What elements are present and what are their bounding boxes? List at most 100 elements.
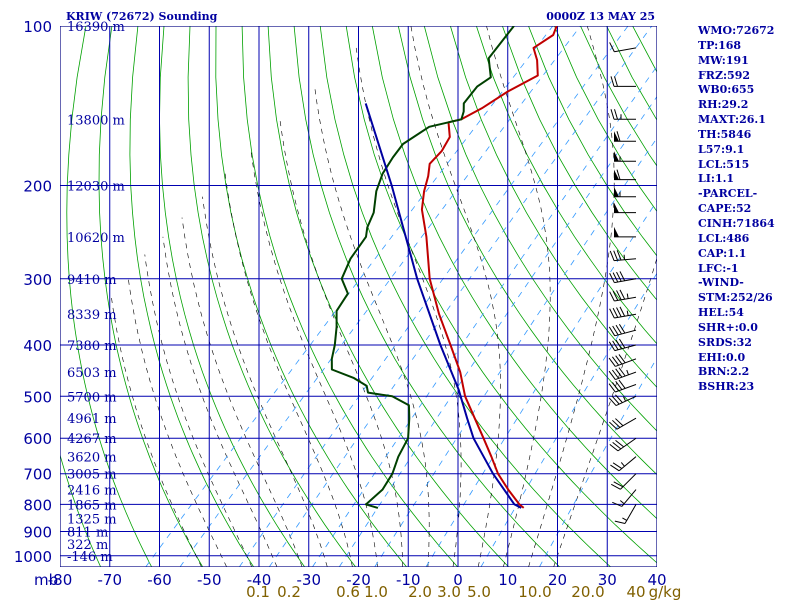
height-label: -146 m <box>67 550 113 565</box>
stat-item: LFC:-1 <box>698 261 739 275</box>
temperature-tick-label: -10 <box>396 571 421 589</box>
stat-item: STM:252/26 <box>698 291 773 305</box>
stat-item: MAXT:26.1 <box>698 113 766 127</box>
wind-barb <box>608 394 637 407</box>
pressure-tick-label: 1000 <box>14 548 52 566</box>
height-label: 811 m <box>67 526 108 541</box>
pressure-tick-label: 600 <box>23 430 52 448</box>
chart-title: KRIW (72672) Sounding <box>66 10 218 23</box>
mixing-ratio-label: 1.0 <box>364 583 388 600</box>
dry-adiabat-line <box>397 26 657 476</box>
temperature-tick-label: 40 <box>647 571 666 589</box>
moist-adiabat-line <box>355 47 462 567</box>
height-label: 5700 m <box>67 390 117 405</box>
moist-adiabat-line <box>202 196 328 567</box>
moist-adiabat-line <box>528 26 615 567</box>
pressure-tick-label: 300 <box>23 271 52 289</box>
height-label: 10620 m <box>67 231 125 246</box>
wind-barb <box>608 323 637 337</box>
stat-item: HEL:54 <box>698 306 744 320</box>
pressure-tick-label: 900 <box>23 524 52 542</box>
dry-adiabat-line <box>345 26 657 564</box>
dry-adiabat-line <box>528 26 657 257</box>
mixing-ratio-label: 2.0 <box>408 583 432 600</box>
height-label: 322 m <box>67 538 108 553</box>
wind-barb <box>614 151 636 162</box>
stat-item: SRDS:32 <box>698 335 752 349</box>
temperature-tick-label: 30 <box>598 571 617 589</box>
stat-item: RH:29.2 <box>698 98 749 112</box>
moist-adiabat-line <box>250 148 378 567</box>
stat-item: WB0:655 <box>698 83 755 97</box>
temperature-trace <box>420 26 558 509</box>
mixing-ratio-label: 20.0 <box>571 583 604 600</box>
wind-barb <box>609 42 637 53</box>
moist-adiabat-line <box>110 293 202 567</box>
wind-barb <box>608 354 637 367</box>
temperature-tick-label: -50 <box>197 571 222 589</box>
moist-adiabat-line <box>314 86 430 567</box>
sounding-traces <box>330 26 558 509</box>
temperature-tick-label: 0 <box>453 571 463 589</box>
mixing-ratio-line <box>179 26 581 567</box>
dry-adiabat-line <box>215 26 408 567</box>
height-label: 1325 m <box>67 512 117 527</box>
wind-barb <box>614 226 636 238</box>
stat-item: CAP:1.1 <box>698 246 747 260</box>
stat-item: BSHR:23 <box>698 380 755 394</box>
stat-item: MW:191 <box>698 53 749 67</box>
dry-adiabat-line <box>450 26 657 388</box>
dry-adiabat-line <box>267 26 509 567</box>
wind-barb <box>609 417 637 430</box>
dewpoint-trace <box>330 26 515 509</box>
mixing-ratio-label: 10.0 <box>518 583 551 600</box>
sounding-indices-panel: WMO:72672 TP:168 MW:191 FRZ:592 WB0:655 RH:29… <box>698 24 775 395</box>
wind-barb <box>610 456 637 472</box>
wind-barb <box>614 504 637 524</box>
height-label: 7380 m <box>67 339 117 354</box>
stat-item: CINH:71864 <box>698 216 775 230</box>
stat-item: BRN:2.2 <box>698 365 750 379</box>
wind-barb <box>608 338 637 352</box>
dry-adiabat-line <box>293 26 560 567</box>
wind-barb <box>609 250 637 262</box>
pressure-tick-label: 500 <box>23 388 52 406</box>
mixing-ratio-label: 40 <box>626 583 645 600</box>
dry-adiabat-line <box>60 26 102 567</box>
mixing-ratio-label: 3.0 <box>437 583 461 600</box>
height-label: 13800 m <box>67 113 125 128</box>
temperature-tick-label: -20 <box>346 571 371 589</box>
pressure-tick-label: 700 <box>23 466 52 484</box>
temperature-tick-label: -40 <box>247 571 272 589</box>
axis-grid <box>60 26 657 567</box>
moist-adiabat-line <box>224 173 353 567</box>
temperature-tick-label: 20 <box>548 571 567 589</box>
mixing-ratio-label: 5.0 <box>467 583 491 600</box>
temperature-tick-label: 10 <box>498 571 517 589</box>
wind-barb <box>614 131 636 142</box>
stat-item: TH:5846 <box>698 127 752 141</box>
stat-item: WMO:72672 <box>698 24 775 37</box>
dry-adiabat-line <box>66 26 153 567</box>
stat-item: LCL:486 <box>698 231 750 245</box>
pressure-unit-label: mb <box>34 571 58 589</box>
height-label: 3620 m <box>67 451 117 466</box>
wind-barb <box>610 109 636 120</box>
stat-item: LI:1.1 <box>698 172 735 186</box>
dry-adiabat-line <box>98 26 204 567</box>
wind-barb <box>614 186 636 198</box>
wind-barb <box>609 437 637 452</box>
mixing-ratio-label: g/kg <box>649 583 682 600</box>
wind-barb <box>610 76 636 87</box>
dry-adiabat-line <box>0 26 50 567</box>
pressure-tick-label: 800 <box>23 496 52 514</box>
wind-barb <box>611 473 637 490</box>
dry-adiabat-line <box>476 26 657 345</box>
dry-adiabat-line <box>241 26 458 567</box>
dry-adiabat-line <box>319 26 611 567</box>
height-label: 1865 m <box>67 498 117 513</box>
pressure-tick-label: 200 <box>23 177 52 195</box>
mixing-ratio-label: 0.1 <box>246 583 270 600</box>
